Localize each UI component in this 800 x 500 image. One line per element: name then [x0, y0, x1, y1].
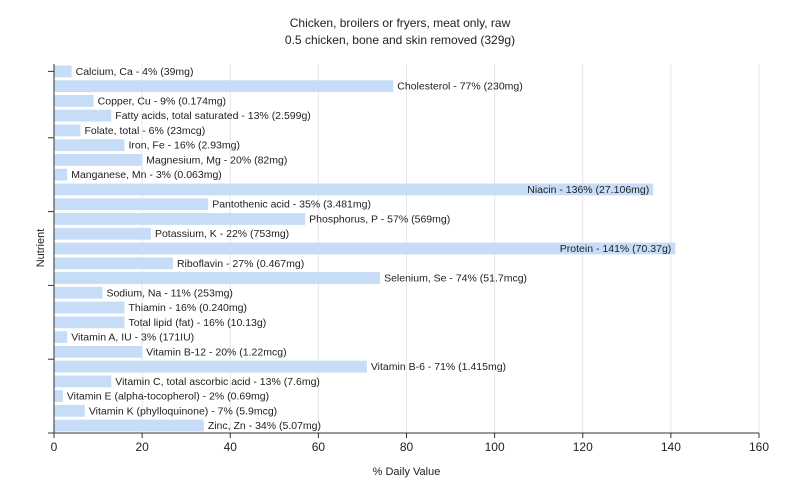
bar-label: Magnesium, Mg - 20% (82mg): [146, 154, 287, 166]
x-tick-label: 120: [573, 440, 593, 454]
bar-label: Manganese, Mn - 3% (0.063mg): [71, 169, 222, 181]
bar-label: Potassium, K - 22% (753mg): [155, 228, 289, 240]
x-tick-label: 0: [51, 440, 58, 454]
chart-subtitle: 0.5 chicken, bone and skin removed (329g…: [284, 33, 516, 47]
bar-label: Vitamin C, total ascorbic acid - 13% (7.…: [115, 376, 320, 388]
bar: [54, 139, 125, 152]
bar-label: Cholesterol - 77% (230mg): [397, 81, 522, 93]
x-tick-label: 160: [749, 440, 769, 454]
bar-label: Folate, total - 6% (23mcg): [84, 125, 205, 137]
bar-label: Protein - 141% (70.37g): [560, 243, 671, 255]
bar: [54, 404, 85, 417]
bar-label: Fatty acids, total saturated - 13% (2.59…: [115, 110, 311, 122]
x-tick-label: 100: [485, 440, 505, 454]
bar: [54, 94, 94, 107]
bar: [54, 213, 306, 225]
bar-label: Vitamin K (phylloquinone) - 7% (5.9mcg): [89, 405, 277, 417]
bar: [54, 80, 394, 93]
bar-label: Pantothenic acid - 35% (3.481mg): [212, 199, 371, 211]
bar: [54, 183, 654, 196]
x-tick-label: 20: [135, 440, 149, 454]
bar: [54, 331, 68, 343]
bar-label: Phosphorus, P - 57% (569mg): [309, 213, 450, 225]
x-tick-label: 80: [400, 440, 414, 454]
bar-label: Vitamin A, IU - 3% (171IU): [71, 332, 194, 344]
bar-label: Riboflavin - 27% (0.467mg): [177, 258, 304, 270]
bar: [54, 272, 381, 284]
bar: [54, 227, 151, 240]
bar: [54, 124, 81, 137]
bar-label: Selenium, Se - 74% (51.7mcg): [384, 273, 527, 285]
bar-label: Vitamin E (alpha-tocopherol) - 2% (0.69m…: [67, 391, 269, 403]
bar: [54, 257, 173, 270]
chart-title: Chicken, broilers or fryers, meat only, …: [289, 16, 511, 30]
x-tick-label: 60: [312, 440, 326, 454]
bars: Calcium, Ca - 4% (39mg) Cholesterol - 77%…: [54, 65, 676, 432]
bar-label: Zinc, Zn - 34% (5.07mg): [208, 420, 321, 432]
bar-label: Calcium, Ca - 4% (39mg): [76, 66, 194, 78]
bar: [54, 286, 103, 299]
x-axis-label: % Daily Value: [372, 466, 441, 478]
x-tick-label: 40: [224, 440, 238, 454]
bar: [54, 65, 72, 78]
bar: [54, 345, 143, 358]
bar-label: Thiamin - 16% (0.240mg): [129, 302, 247, 314]
bar: [54, 168, 68, 181]
bar: [54, 390, 63, 403]
bar: [54, 154, 143, 166]
bar-label: Copper, Cu - 9% (0.174mg): [98, 95, 226, 107]
bar: [54, 242, 676, 255]
bar: [54, 109, 112, 122]
bar: [54, 301, 125, 314]
bar-label: Total lipid (fat) - 16% (10.13g): [129, 317, 267, 329]
x-tick-label: 140: [661, 440, 681, 454]
bar-label: Sodium, Na - 11% (253mg): [106, 287, 232, 299]
bar-label: Niacin - 136% (27.106mg): [527, 184, 649, 196]
bar-label: Vitamin B-6 - 71% (1.415mg): [371, 361, 506, 373]
bar: [54, 198, 209, 211]
bar-label: Vitamin B-12 - 20% (1.22mcg): [146, 346, 286, 358]
bar: [54, 375, 112, 388]
bar: [54, 419, 204, 432]
bar: [54, 316, 125, 329]
axes: 0 20 40 60 80 100 120 140 160: [48, 64, 769, 454]
bar: [54, 360, 367, 373]
bar-label: Iron, Fe - 16% (2.93mg): [129, 140, 240, 152]
